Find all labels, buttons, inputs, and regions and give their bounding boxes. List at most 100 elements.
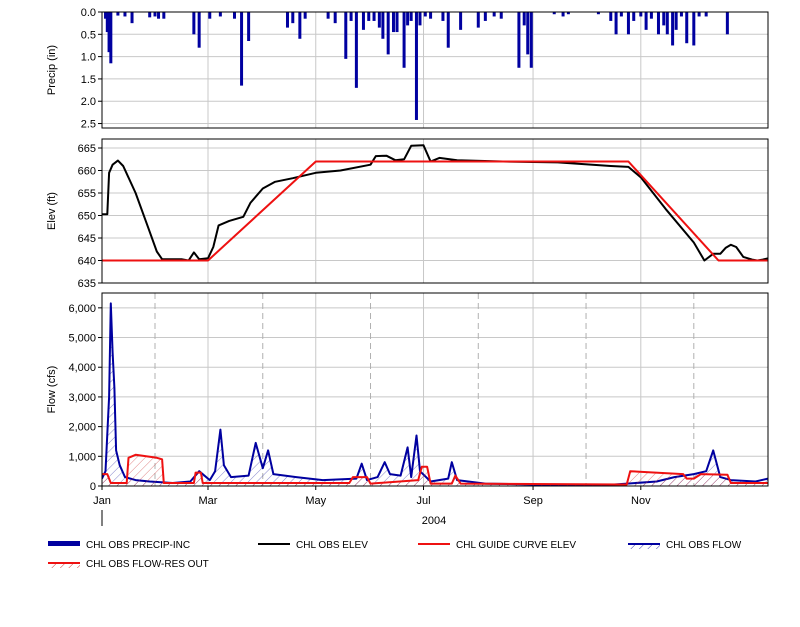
flow-ytick-label: 5,000: [68, 333, 96, 345]
precip-bar: [116, 12, 120, 16]
legend-label: CHL GUIDE CURVE ELEV: [456, 540, 576, 551]
flow-ytick-label: 2,000: [68, 422, 96, 434]
precip-panel: 0.0 0.5 1.0 1.5 2.0 2.5 Precip (in): [46, 7, 769, 131]
precip-bar: [377, 12, 381, 28]
guide-curve-line: [102, 160, 768, 262]
precip-bar: [153, 12, 157, 17]
precip-bar: [218, 12, 222, 17]
legend-label: CHL OBS PRECIP-INC: [86, 540, 190, 551]
precip-bar: [662, 12, 666, 26]
elev-ytick-label: 640: [78, 256, 96, 268]
precip-ytick-label: 0.0: [81, 7, 96, 19]
precip-bar: [409, 12, 413, 21]
elev-panel: 635 640 645 650 655 660 665 Elev (ft): [46, 138, 769, 290]
precip-bar: [679, 12, 683, 17]
precip-bar: [626, 12, 630, 35]
precip-bar: [639, 12, 643, 17]
flow-frame: [101, 292, 769, 487]
elev-ytick-label: 655: [78, 188, 96, 200]
precip-bar: [105, 12, 109, 33]
precip-bar: [130, 12, 134, 24]
precip-bar: [725, 12, 729, 35]
flow-ytick-label: 3,000: [68, 392, 96, 404]
precip-bar: [386, 12, 390, 55]
precip-bar: [367, 12, 371, 21]
legend-item: CHL OBS PRECIP-INC: [48, 540, 190, 551]
elev-ytick-label: 665: [78, 143, 96, 155]
precip-bar: [395, 12, 399, 33]
legend-item: CHL OBS FLOW: [628, 540, 742, 551]
xtick-label: Jul: [416, 495, 430, 507]
precip-bar: [344, 12, 348, 59]
precip-bar: [609, 12, 613, 21]
legend-label: CHL OBS ELEV: [296, 540, 368, 551]
legend-hatch-swatch: [628, 544, 660, 549]
xtick-label: Jan: [93, 495, 111, 507]
precip-bar: [123, 12, 127, 17]
precip-bar: [614, 12, 618, 35]
precip-bar: [561, 12, 565, 17]
precip-bar: [162, 12, 166, 19]
flow-ytick-label: 1,000: [68, 451, 96, 463]
precip-ytick-label: 0.5: [81, 29, 96, 41]
precip-bar: [333, 12, 337, 24]
precip-bar: [349, 12, 353, 21]
precip-bar: [303, 12, 307, 19]
precip-bar: [665, 12, 669, 35]
elev-ylabel: Elev (ft): [46, 192, 58, 230]
precip-bar: [671, 12, 675, 46]
elev-series-group: [102, 144, 768, 262]
precip-bar: [240, 12, 244, 86]
precip-bar: [298, 12, 302, 39]
precip-bar: [566, 12, 570, 15]
precip-bar: [656, 12, 660, 35]
precip-bar: [692, 12, 696, 46]
precip-bar: [459, 12, 463, 30]
precip-ylabel: Precip (in): [46, 45, 58, 95]
precip-bar: [418, 12, 422, 26]
elev-ytick-label: 660: [78, 166, 96, 178]
precip-bar: [197, 12, 201, 48]
obs-elev-line: [102, 144, 768, 262]
precip-bar: [381, 12, 385, 39]
precip-bar: [476, 12, 480, 28]
precip-bar: [517, 12, 521, 68]
legend-item: CHL OBS ELEV: [258, 540, 368, 551]
precip-bar: [107, 12, 111, 53]
legend-item: CHL OBS FLOW-RES OUT: [48, 559, 209, 570]
elev-ytick-label: 650: [78, 211, 96, 223]
precip-bar: [326, 12, 330, 19]
precip-bar: [441, 12, 445, 21]
precip-bar: [285, 12, 289, 28]
precip-bar: [414, 12, 418, 120]
precip-bar: [406, 12, 410, 26]
precip-frame: [101, 11, 769, 129]
flow-panel: 0 1,000 2,000 3,000 4,000 5,000 6,000 Flow (cfs…: [46, 292, 769, 493]
elev-plot-area: [102, 139, 768, 283]
precip-bar: [674, 12, 678, 30]
flow-series-group: [102, 302, 768, 486]
elev-ytick-label: 635: [78, 278, 96, 290]
precip-bar: [492, 12, 496, 17]
precip-bar: [529, 12, 533, 68]
flow-ytick-label: 0: [90, 481, 96, 493]
flow-ylabel: Flow (cfs): [46, 366, 58, 414]
precip-bar: [619, 12, 623, 17]
elev-ytick-label: 645: [78, 233, 96, 245]
precip-bar: [429, 12, 433, 19]
precip-bar: [361, 12, 365, 30]
precip-bar: [104, 12, 108, 19]
precip-bar: [632, 12, 636, 21]
legend-swatch: [48, 541, 80, 546]
precip-bar: [247, 12, 251, 41]
precip-bar: [499, 12, 503, 19]
flow-ytick-label: 6,000: [68, 303, 96, 315]
precip-bar: [644, 12, 648, 30]
xtick-label: Mar: [199, 495, 218, 507]
res-out-hatch-area: [102, 454, 768, 486]
precip-bar: [192, 12, 196, 35]
precip-bar: [402, 12, 406, 68]
precip-bar: [697, 12, 701, 17]
precip-bar: [208, 12, 212, 19]
precip-bar: [446, 12, 450, 48]
